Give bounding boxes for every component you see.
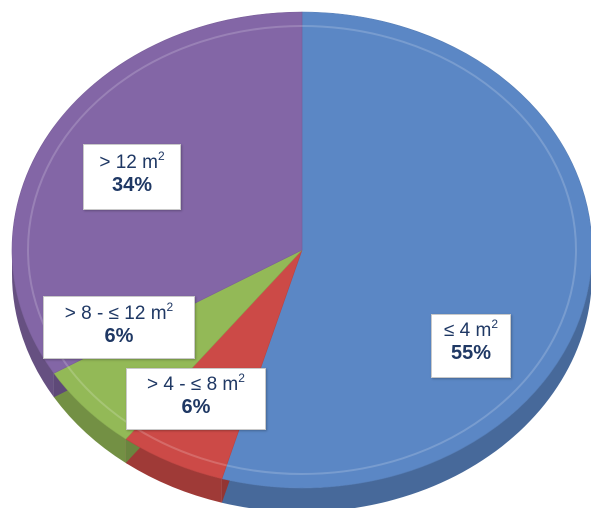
slice-side-3 [11,250,54,398]
slice-side-0 [221,268,591,508]
slice-label-3: > 12 m2 34% [83,144,181,210]
slice-side-2 [53,373,126,464]
slice-label-2: > 8 - ≤ 12 m2 6% [43,296,195,359]
slice-label-1: > 4 - ≤ 8 m2 6% [126,368,266,430]
slice-label-0: ≤ 4 m2 55% [431,314,511,378]
pie-highlight-ring [27,25,577,475]
slice-side-1 [125,439,222,503]
pie-tops [11,11,591,489]
